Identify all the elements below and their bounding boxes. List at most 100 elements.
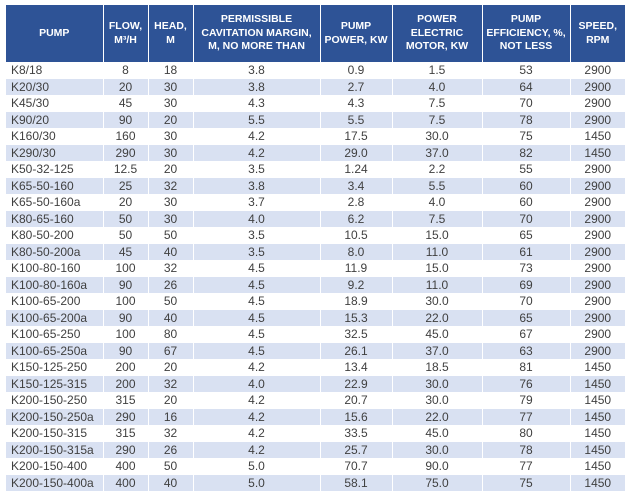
value-cell: 26 (148, 441, 194, 458)
value-cell: 200 (103, 375, 149, 392)
value-cell: 18.5 (392, 359, 483, 376)
value-cell: 77 (482, 458, 571, 475)
value-cell: 1.5 (392, 62, 483, 79)
column-header: FLOW, M³/H (103, 5, 149, 62)
value-cell: 45 (103, 95, 149, 112)
table-row: K100-65-200 100 50 4.5 18.9 30.0 70 2900 (6, 293, 625, 310)
value-cell: 80 (148, 326, 194, 343)
value-cell: 5.0 (193, 458, 321, 475)
pump-name-cell: K200-150-250 (6, 392, 104, 409)
value-cell: 160 (103, 128, 149, 145)
value-cell: 26.1 (320, 342, 393, 359)
pump-name-cell: K200-150-400a (6, 474, 104, 491)
pump-name-cell: K150-125-315 (6, 375, 104, 392)
value-cell: 4.5 (193, 293, 321, 310)
value-cell: 50 (148, 293, 194, 310)
value-cell: 6.2 (320, 210, 393, 227)
table-row: K150-125-250 200 20 4.2 13.4 18.5 81 1450 (6, 359, 625, 376)
column-header: SPEED, RPM (570, 5, 625, 62)
value-cell: 32 (148, 375, 194, 392)
value-cell: 90.0 (392, 458, 483, 475)
value-cell: 76 (482, 375, 571, 392)
table-row: K100-80-160 100 32 4.5 11.9 15.0 73 2900 (6, 260, 625, 277)
value-cell: 4.3 (193, 95, 321, 112)
pump-name-cell: K8/18 (6, 62, 104, 79)
value-cell: 4.2 (193, 408, 321, 425)
value-cell: 2.2 (392, 161, 483, 178)
value-cell: 81 (482, 359, 571, 376)
value-cell: 20 (148, 359, 194, 376)
column-header: PUMP POWER, KW (320, 5, 393, 62)
value-cell: 78 (482, 111, 571, 128)
value-cell: 1450 (584, 459, 612, 474)
table-row: K200-150-315a 290 26 4.2 25.7 30.0 78 1450 (6, 441, 625, 458)
value-cell: 100 (103, 293, 149, 310)
value-cell: 4.2 (193, 441, 321, 458)
value-cell: 30.0 (392, 293, 483, 310)
value-cell: 70 (482, 95, 571, 112)
value-cell: 4.5 (193, 276, 321, 293)
value-cell: 1450 (584, 426, 612, 441)
pump-name-cell: K65-50-160 (6, 177, 104, 194)
value-cell: 1450 (584, 393, 612, 408)
value-cell: 5.5 (320, 111, 393, 128)
value-cell: 4.2 (193, 128, 321, 145)
value-cell: 4.2 (193, 392, 321, 409)
value-cell: 40 (148, 309, 194, 326)
value-cell: 1450 (584, 442, 612, 457)
value-cell: 25 (103, 177, 149, 194)
value-cell: 1450 (584, 475, 612, 490)
value-cell: 4.3 (320, 95, 393, 112)
value-cell: 70 (482, 293, 571, 310)
value-cell: 30 (148, 210, 194, 227)
column-header: PERMISSIBLE CAVITATION MARGIN, M, NO MOR… (193, 5, 321, 62)
value-cell: 2900 (584, 63, 612, 78)
value-cell: 1450 (584, 376, 612, 391)
value-cell: 20 (148, 111, 194, 128)
pump-specification-table: PUMP FLOW, M³/H HEAD, M PERMISSIBLE CAVITAT… (6, 5, 625, 491)
value-cell: 2900 (584, 244, 612, 259)
value-cell: 8 (103, 62, 149, 79)
value-cell: 2900 (584, 294, 612, 309)
value-cell: 15.0 (392, 260, 483, 277)
table-row: K20/30 20 30 3.8 2.7 4.0 64 2900 (6, 78, 625, 95)
value-cell: 200 (103, 359, 149, 376)
value-cell: 18 (148, 62, 194, 79)
value-cell: 22.0 (392, 309, 483, 326)
pump-name-cell: K100-65-200a (6, 309, 104, 326)
value-cell: 82 (482, 144, 571, 161)
value-cell: 1450 (584, 145, 612, 160)
table-row: K80-65-160 50 30 4.0 6.2 7.5 70 2900 (6, 210, 625, 227)
value-cell: 80 (482, 425, 571, 442)
table-row: K160/30 160 30 4.2 17.5 30.0 75 1450 (6, 128, 625, 145)
value-cell: 4.0 (193, 210, 321, 227)
value-cell: 67 (148, 342, 194, 359)
value-cell: 4.2 (193, 359, 321, 376)
pump-name-cell: K45/30 (6, 95, 104, 112)
pump-name-cell: K100-80-160 (6, 260, 104, 277)
table-header-row: PUMP FLOW, M³/H HEAD, M PERMISSIBLE CAVITAT… (6, 5, 625, 62)
value-cell: 7.5 (392, 111, 483, 128)
value-cell: 50 (103, 227, 149, 244)
value-cell: 30.0 (392, 128, 483, 145)
value-cell: 2900 (584, 112, 612, 127)
value-cell: 12.5 (103, 161, 149, 178)
value-cell: 2900 (584, 310, 612, 325)
table-body: K8/18 8 18 3.8 0.9 1.5 53 2900 K20/30 20 30 3.8 2.7 4… (6, 62, 625, 491)
pump-name-cell: K80-50-200a (6, 243, 104, 260)
column-header: HEAD, M (148, 5, 194, 62)
value-cell: 53 (482, 62, 571, 79)
value-cell: 20 (103, 194, 149, 211)
value-cell: 22.9 (320, 375, 393, 392)
pump-name-cell: K200-150-315 (6, 425, 104, 442)
value-cell: 3.7 (193, 194, 321, 211)
value-cell: 58.1 (320, 474, 393, 491)
value-cell: 3.8 (193, 62, 321, 79)
value-cell: 69 (482, 276, 571, 293)
value-cell: 29.0 (320, 144, 393, 161)
value-cell: 4.0 (392, 194, 483, 211)
value-cell: 8.0 (320, 243, 393, 260)
pump-name-cell: K90/20 (6, 111, 104, 128)
table-row: K100-65-250 100 80 4.5 32.5 45.0 67 2900 (6, 326, 625, 343)
